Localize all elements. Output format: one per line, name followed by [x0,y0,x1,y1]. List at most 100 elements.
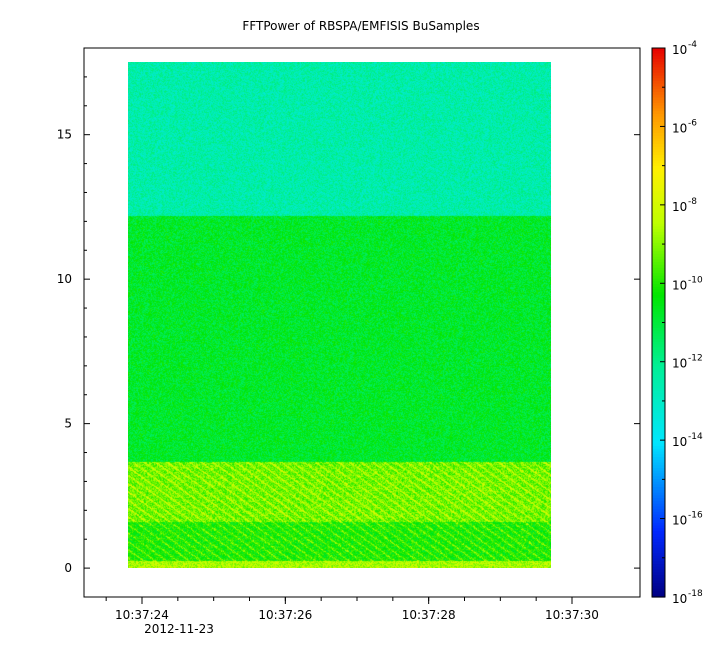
colorbar-swatch [652,105,665,109]
colorbar-swatch [652,344,665,348]
colorbar-swatch [652,517,665,521]
colorbar-swatch [652,333,665,337]
colorbar-swatch [652,297,665,302]
colorbar-swatch [652,314,665,318]
colorbar-swatch [652,448,665,453]
colorbar-swatch [652,234,665,239]
colorbar-swatch [652,157,665,162]
colorbar-swatch [652,226,665,230]
colorbar-swatch [652,396,665,400]
colorbar-swatch [652,319,665,324]
colorbar-swatch [652,489,665,494]
colorbar-tick-label: 10 [672,121,687,135]
colorbar-swatch [652,50,665,55]
x-tick-label: 10:37:28 [402,608,456,622]
colorbar-swatch [652,212,665,217]
colorbar-swatch [652,583,665,587]
colorbar-swatch [652,108,665,112]
colorbar-swatch [652,465,665,469]
colorbar-swatch [652,300,665,304]
colorbar-swatch [652,251,665,255]
colorbar-tick-label: 10 [672,357,687,371]
colorbar-tick-label: 10 [672,200,687,214]
colorbar-swatch [652,402,665,406]
colorbar-swatch [652,435,665,439]
colorbar-swatch [652,152,665,156]
colorbar-swatch [652,371,665,376]
colorbar-swatch [652,564,665,568]
colorbar-tick-exponent: -16 [688,511,703,521]
colorbar-swatch [652,341,665,346]
x-tick-label: 10:37:26 [258,608,312,622]
colorbar-swatch [652,185,665,189]
colorbar-swatch [652,259,665,263]
colorbar-swatch [652,138,665,142]
colorbar-swatch [652,166,665,170]
colorbar-swatch [652,256,665,260]
colorbar-swatch [652,591,665,595]
colorbar-swatch [652,275,665,280]
colorbar-swatch [652,443,665,447]
colorbar-swatch [652,481,665,486]
colorbar-swatch [652,306,665,310]
colorbar-swatch [652,220,665,225]
colorbar-swatch [652,547,665,551]
colorbar-swatch [652,58,665,63]
colorbar-swatch [652,237,665,241]
colorbar-tick-exponent: -8 [688,197,697,207]
colorbar-swatch [652,201,665,206]
colorbar-swatch [652,470,665,475]
colorbar-swatch [652,566,665,571]
colorbar-swatch [652,124,665,129]
colorbar-swatch [652,193,665,197]
colorbar-swatch [652,242,665,247]
colorbar-swatch [652,69,665,74]
colorbar-swatch [652,264,665,269]
colorbar-swatch [652,207,665,211]
colorbar-swatch [652,97,665,101]
colorbar-swatch [652,179,665,184]
colorbar-swatch [652,418,665,422]
colorbar-swatch [652,209,665,214]
colorbar-swatch [652,289,665,293]
colorbar-swatch [652,352,665,357]
colorbar-swatch [652,440,665,444]
colorbar-swatch [652,292,665,296]
colorbar-swatch [652,75,665,79]
colorbar-swatch [652,366,665,370]
colorbar-swatch [652,473,665,477]
colorbar-swatch [652,80,665,85]
colorbar-swatch [652,391,665,395]
colorbar-swatch [652,111,665,115]
colorbar-swatch [652,509,665,513]
colorbar-swatch [652,498,665,502]
colorbar-swatch [652,122,665,126]
colorbar-swatch [652,525,665,529]
colorbar-swatch [652,478,665,483]
colorbar-swatch [652,278,665,282]
colorbar-tick-exponent: -14 [688,432,703,442]
colorbar-swatch [652,347,665,351]
colorbar-swatch [652,506,665,510]
colorbar-swatch [652,467,665,472]
y-axis: 0 5 10 15 [57,76,640,575]
colorbar-swatch [652,284,665,288]
colorbar-swatch [652,349,665,354]
colorbar-swatch [652,286,665,291]
colorbar-swatch [652,492,665,497]
colorbar-swatch [652,369,665,373]
colorbar-swatch [652,577,665,582]
colorbar-swatch [652,322,665,326]
colorbar-tick-label: 10 [672,278,687,292]
colorbar-swatch [652,141,665,145]
colorbar-swatch [652,558,665,562]
x-axis: 10:37:24 10:37:26 10:37:28 10:37:30 [105,597,599,622]
colorbar-swatch [652,182,665,186]
colorbar-swatch [652,407,665,411]
colorbar-tick-label: 10 [672,592,687,606]
colorbar-swatch [652,223,665,228]
colorbar-swatch [652,248,665,252]
colorbar-swatch [652,404,665,409]
colorbar-swatch [652,426,665,431]
colorbar-swatch [652,91,665,96]
